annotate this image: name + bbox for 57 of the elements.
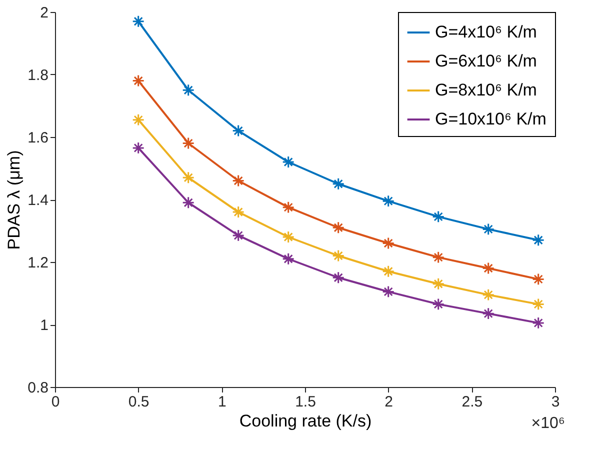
y-tick-label: 1.4 xyxy=(28,192,48,209)
point xyxy=(382,194,395,208)
point xyxy=(132,142,145,154)
point xyxy=(132,74,145,87)
point xyxy=(232,229,245,242)
point xyxy=(532,316,545,330)
point xyxy=(232,174,245,187)
x-tick-label: 1 xyxy=(218,394,226,410)
point xyxy=(382,285,395,298)
point xyxy=(232,124,245,137)
point xyxy=(282,252,295,266)
point xyxy=(232,206,245,218)
point xyxy=(482,262,495,274)
point xyxy=(432,210,445,223)
point xyxy=(432,278,445,290)
point xyxy=(532,298,545,310)
point xyxy=(182,84,195,96)
point xyxy=(182,137,195,150)
point xyxy=(332,250,345,262)
y-axis-title: PDAS λ (μm) xyxy=(4,150,24,250)
legend-label: G=4x10⁶ K/m xyxy=(435,22,537,42)
y-tick-label: 2 xyxy=(40,4,48,22)
point xyxy=(132,114,145,126)
x-axis-title: Cooling rate (K/s) xyxy=(239,412,372,430)
point xyxy=(532,272,545,286)
point xyxy=(332,221,345,234)
point xyxy=(132,15,145,28)
point xyxy=(482,288,495,302)
point xyxy=(182,196,195,209)
legend-label: G=8x10⁶ K/m xyxy=(435,80,537,100)
point xyxy=(382,237,395,250)
text: ×10⁶ xyxy=(531,415,565,432)
legend-label: G=10x10⁶ K/m xyxy=(435,110,546,128)
point xyxy=(482,222,495,236)
point xyxy=(332,271,345,284)
point xyxy=(182,171,195,184)
legend-label: G=6x10⁶ K/m xyxy=(435,52,537,70)
point xyxy=(332,178,345,190)
y-tick-label: 1.8 xyxy=(28,67,48,84)
x-tick-label: 0 xyxy=(51,394,60,410)
y-tick-label: 0.8 xyxy=(28,380,48,396)
x-tick-label: 2 xyxy=(384,394,394,410)
y-tick-label: 1.2 xyxy=(28,254,48,272)
point xyxy=(282,201,295,214)
y-tick-label: 1 xyxy=(40,317,48,334)
point xyxy=(382,265,395,278)
y-tick-label: 1.6 xyxy=(28,130,48,146)
x-tick-label: 0.5 xyxy=(128,394,150,410)
point xyxy=(282,156,295,168)
x-tick-label: 2.5 xyxy=(462,394,483,410)
point xyxy=(532,234,545,246)
x-tick-label: 1.5 xyxy=(295,394,316,410)
point xyxy=(282,230,295,244)
point xyxy=(432,298,445,310)
x-tick-label: 3 xyxy=(551,394,560,410)
point xyxy=(432,251,445,264)
point xyxy=(482,307,495,320)
